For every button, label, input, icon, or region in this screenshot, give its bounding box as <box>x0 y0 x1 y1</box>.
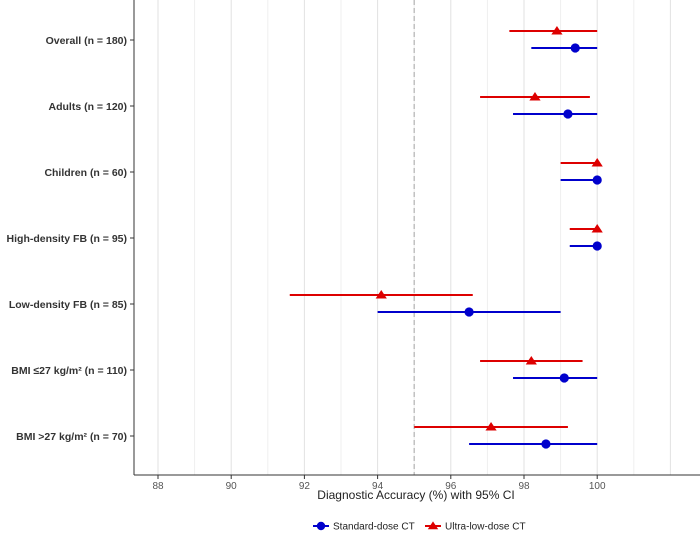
y-axis-labels: Overall (n = 180) Adults (n = 120) Childre… <box>7 35 134 443</box>
point-marker-circle <box>592 241 602 251</box>
point-marker-triangle <box>485 421 497 431</box>
y-category-label: Overall (n = 180) <box>46 35 127 47</box>
y-category-label: BMI ≤27 kg/m² (n = 110) <box>11 365 127 377</box>
point-marker-circle <box>316 521 326 531</box>
y-category-label: Children (n = 60) <box>44 167 127 179</box>
y-category-label: High-density FB (n = 95) <box>7 233 127 245</box>
legend-label: Standard-dose CT <box>333 522 415 533</box>
y-category-label: Adults (n = 120) <box>49 101 127 113</box>
x-tick-label: 100 <box>589 481 606 492</box>
x-axis-ticks: 88 90 92 94 96 98 100 <box>152 475 606 492</box>
point-marker-circle <box>541 439 551 449</box>
legend: Standard-dose CT Ultra-low-dose CT <box>313 521 526 533</box>
point-marker-triangle <box>375 289 387 299</box>
point-marker-circle <box>592 175 602 185</box>
gridlines <box>157 0 671 475</box>
series-standard-dose <box>377 43 602 449</box>
point-marker-triangle <box>551 25 563 35</box>
x-tick-label: 96 <box>445 481 457 492</box>
y-category-label: BMI >27 kg/m² (n = 70) <box>16 431 127 443</box>
point-marker-triangle <box>427 521 439 530</box>
legend-label: Ultra-low-dose CT <box>445 522 526 533</box>
series-ultra-low-dose <box>289 25 603 431</box>
y-category-label: Low-density FB (n = 85) <box>9 299 127 311</box>
point-marker-triangle <box>529 91 541 101</box>
x-axis-title: Diagnostic Accuracy (%) with 95% CI <box>317 488 514 502</box>
data-marks <box>289 25 603 449</box>
legend-item: Ultra-low-dose CT <box>425 521 526 533</box>
x-tick-label: 88 <box>152 481 164 492</box>
legend-item: Standard-dose CT <box>313 522 415 533</box>
point-marker-circle <box>464 307 474 317</box>
point-marker-circle <box>563 109 573 119</box>
x-tick-label: 90 <box>226 481 238 492</box>
x-tick-label: 94 <box>372 481 384 492</box>
x-tick-label: 98 <box>518 481 530 492</box>
point-marker-circle <box>559 373 569 383</box>
point-marker-triangle <box>525 355 537 365</box>
point-marker-triangle <box>591 157 603 167</box>
point-marker-circle <box>570 43 580 53</box>
point-marker-triangle <box>591 223 603 233</box>
x-tick-label: 92 <box>299 481 311 492</box>
